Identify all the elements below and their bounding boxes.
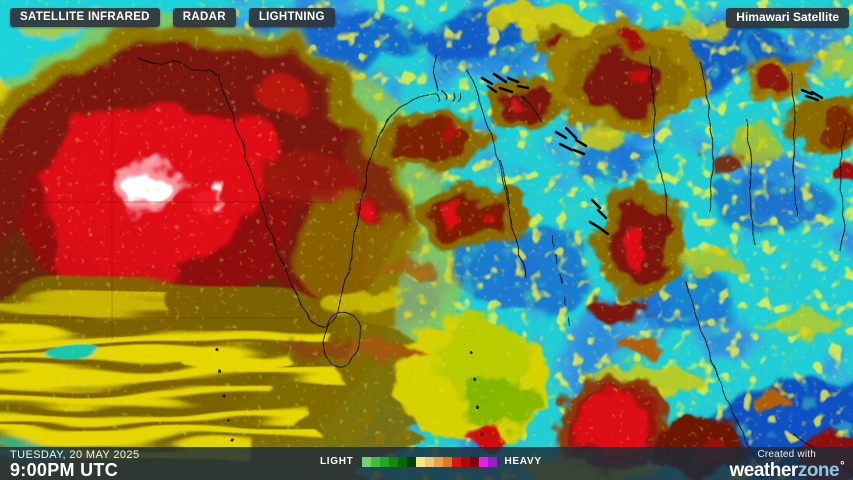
legend-swatch (451, 456, 461, 467)
legend-heavy-label: HEAVY (504, 456, 542, 467)
legend-swatch (460, 456, 470, 467)
legend-swatch (406, 456, 416, 467)
legend-swatch (424, 456, 434, 467)
timestamp-block: TUESDAY, 20 MAY 2025 9:00PM UTC (10, 449, 139, 479)
legend-light-label: LIGHT (320, 456, 354, 467)
brand-weather: weather (729, 460, 799, 480)
date-label: TUESDAY, 20 MAY 2025 (10, 449, 140, 461)
legend-swatch (379, 456, 389, 467)
tab-radar[interactable]: RADAR (172, 8, 236, 27)
brand-wordmark: weatherzone° (730, 461, 845, 480)
legend-swatch (442, 456, 452, 467)
legend-swatch (388, 456, 398, 467)
legend-swatch (487, 456, 497, 467)
weatherzone-logo: Created with weatherzone° (730, 447, 845, 480)
time-label: 9:00PM UTC (10, 460, 119, 480)
brand-degree-icon: ° (840, 460, 844, 472)
tab-lightning[interactable]: LIGHTNING (248, 8, 335, 27)
legend-swatch (361, 456, 371, 467)
source-badge: Himawari Satellite (726, 8, 849, 28)
layer-toolbar: SATELLITE INFRARED RADAR LIGHTNING (10, 8, 335, 27)
brand-zone: zone (797, 460, 840, 480)
legend-swatch (469, 456, 479, 467)
legend-swatch (415, 456, 425, 467)
lat-long-gridlines (0, 60, 332, 340)
legend-swatch (397, 456, 407, 467)
bottom-info-bar: TUESDAY, 20 MAY 2025 9:00PM UTC LIGHT HE… (0, 447, 853, 480)
legend-swatches (361, 456, 497, 467)
tab-satellite-infrared[interactable]: SATELLITE INFRARED (10, 8, 160, 27)
legend-swatch (433, 456, 443, 467)
legend-swatch (370, 456, 380, 467)
lightning-marks (480, 72, 824, 236)
created-with-label: Created with (757, 449, 817, 460)
rain-intensity-legend: LIGHT HEAVY (320, 456, 542, 467)
legend-swatch (478, 456, 488, 467)
